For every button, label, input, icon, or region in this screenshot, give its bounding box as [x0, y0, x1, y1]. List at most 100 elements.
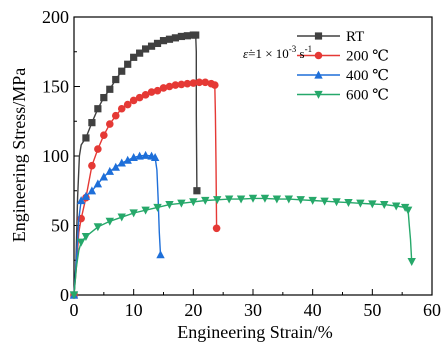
data-point-600	[76, 238, 86, 247]
data-point-400	[76, 196, 86, 205]
data-point-600	[189, 198, 198, 207]
strain-rate-unit: s	[296, 46, 304, 61]
data-point-200	[177, 80, 186, 89]
data-point-200	[165, 82, 174, 91]
data-point-400	[87, 186, 97, 195]
data-point-200	[141, 91, 150, 99]
data-point-600	[403, 206, 413, 215]
y-tick-label: 50	[51, 216, 69, 236]
legend-label-400: 400 ℃	[346, 68, 389, 84]
data-point-600	[344, 198, 353, 207]
legend-label-600: 600 ℃	[346, 88, 389, 104]
data-point-200	[106, 120, 114, 128]
legend-marker-200	[314, 51, 323, 60]
data-point-600	[213, 196, 222, 205]
data-point-600	[392, 202, 401, 211]
data-point-200	[212, 224, 221, 233]
data-point-rt	[88, 119, 96, 127]
data-point-600	[117, 213, 126, 222]
data-point-600	[141, 206, 150, 215]
data-point-600	[201, 196, 210, 205]
data-point-400	[135, 151, 144, 160]
legend: RT 200 ℃ 400 ℃ 600 ℃	[297, 29, 389, 104]
data-point-200	[195, 78, 204, 87]
data-point-400	[123, 155, 132, 164]
data-point-600	[69, 291, 79, 300]
data-point-200	[129, 96, 138, 105]
data-point-200	[117, 104, 126, 113]
x-tick-label: 0	[70, 300, 79, 320]
data-point-600	[153, 203, 162, 212]
data-point-600	[129, 209, 138, 218]
data-point-rt	[147, 42, 156, 50]
data-point-200	[94, 145, 102, 153]
data-point-600	[332, 198, 341, 207]
x-tick-label: 20	[184, 300, 202, 320]
y-tick-label: 150	[42, 77, 69, 97]
data-point-200	[111, 111, 120, 120]
data-point-400	[117, 158, 126, 167]
data-point-200	[88, 161, 96, 170]
data-point-600	[248, 194, 258, 203]
data-point-rt	[100, 94, 108, 102]
y-tick-label: 100	[42, 146, 69, 166]
data-point-600	[320, 197, 329, 206]
data-point-rt	[183, 32, 191, 40]
data-point-400	[105, 166, 114, 175]
data-point-200	[183, 79, 192, 88]
data-point-rt	[142, 45, 150, 53]
data-point-400	[93, 179, 103, 188]
data-point-600	[81, 233, 91, 242]
data-point-600	[236, 195, 246, 204]
series-400	[69, 150, 165, 299]
data-point-400	[156, 250, 165, 259]
strain-rate-exponent: -3	[289, 44, 297, 54]
data-point-200	[159, 84, 168, 92]
x-tick-label: 50	[363, 300, 381, 320]
y-axis-title: Engineering Stress/MPa	[9, 68, 29, 242]
data-point-rt	[124, 60, 132, 68]
data-point-400	[111, 162, 120, 171]
data-point-600	[284, 195, 293, 204]
legend-marker-400	[314, 70, 323, 79]
data-point-rt	[112, 75, 120, 84]
data-point-600	[272, 195, 282, 204]
x-tick-label: 60	[423, 300, 441, 320]
data-point-200	[171, 81, 180, 89]
legend-marker-rt	[314, 32, 323, 40]
data-point-600	[356, 199, 365, 208]
legend-label-200: 200 ℃	[346, 49, 389, 65]
y-tick-label: 0	[60, 285, 69, 305]
data-point-rt	[106, 85, 114, 93]
series-layer	[69, 31, 416, 300]
y-tick-label: 200	[42, 7, 69, 27]
x-tick-label: 30	[244, 300, 262, 320]
data-point-600	[165, 201, 174, 210]
data-point-600	[260, 194, 270, 203]
data-point-rt	[130, 53, 138, 61]
legend-label-rt: RT	[346, 29, 364, 45]
data-point-rt	[165, 35, 174, 43]
axis-ticks	[73, 16, 433, 296]
data-point-rt	[118, 67, 126, 75]
data-point-rt	[82, 134, 90, 142]
data-point-200	[100, 131, 108, 139]
data-point-rt	[159, 37, 168, 45]
data-point-400	[141, 150, 150, 159]
strain-rate-symbol: ε̇	[243, 46, 252, 61]
x-axis-title: Engineering Strain/%	[177, 322, 332, 342]
strain-rate-annotation: ε̇=1 × 10-3 s-1	[243, 44, 312, 61]
data-point-600	[105, 217, 114, 226]
data-point-600	[296, 196, 305, 205]
data-point-600	[368, 200, 377, 209]
x-tick-label: 10	[125, 300, 143, 320]
data-point-400	[150, 152, 160, 161]
data-point-200	[189, 79, 198, 87]
data-point-400	[99, 172, 109, 181]
data-point-rt	[94, 105, 102, 113]
data-point-rt	[153, 39, 162, 48]
data-point-600	[177, 199, 186, 208]
strain-rate-value: =1 × 10	[248, 46, 289, 61]
series-600	[69, 194, 416, 300]
